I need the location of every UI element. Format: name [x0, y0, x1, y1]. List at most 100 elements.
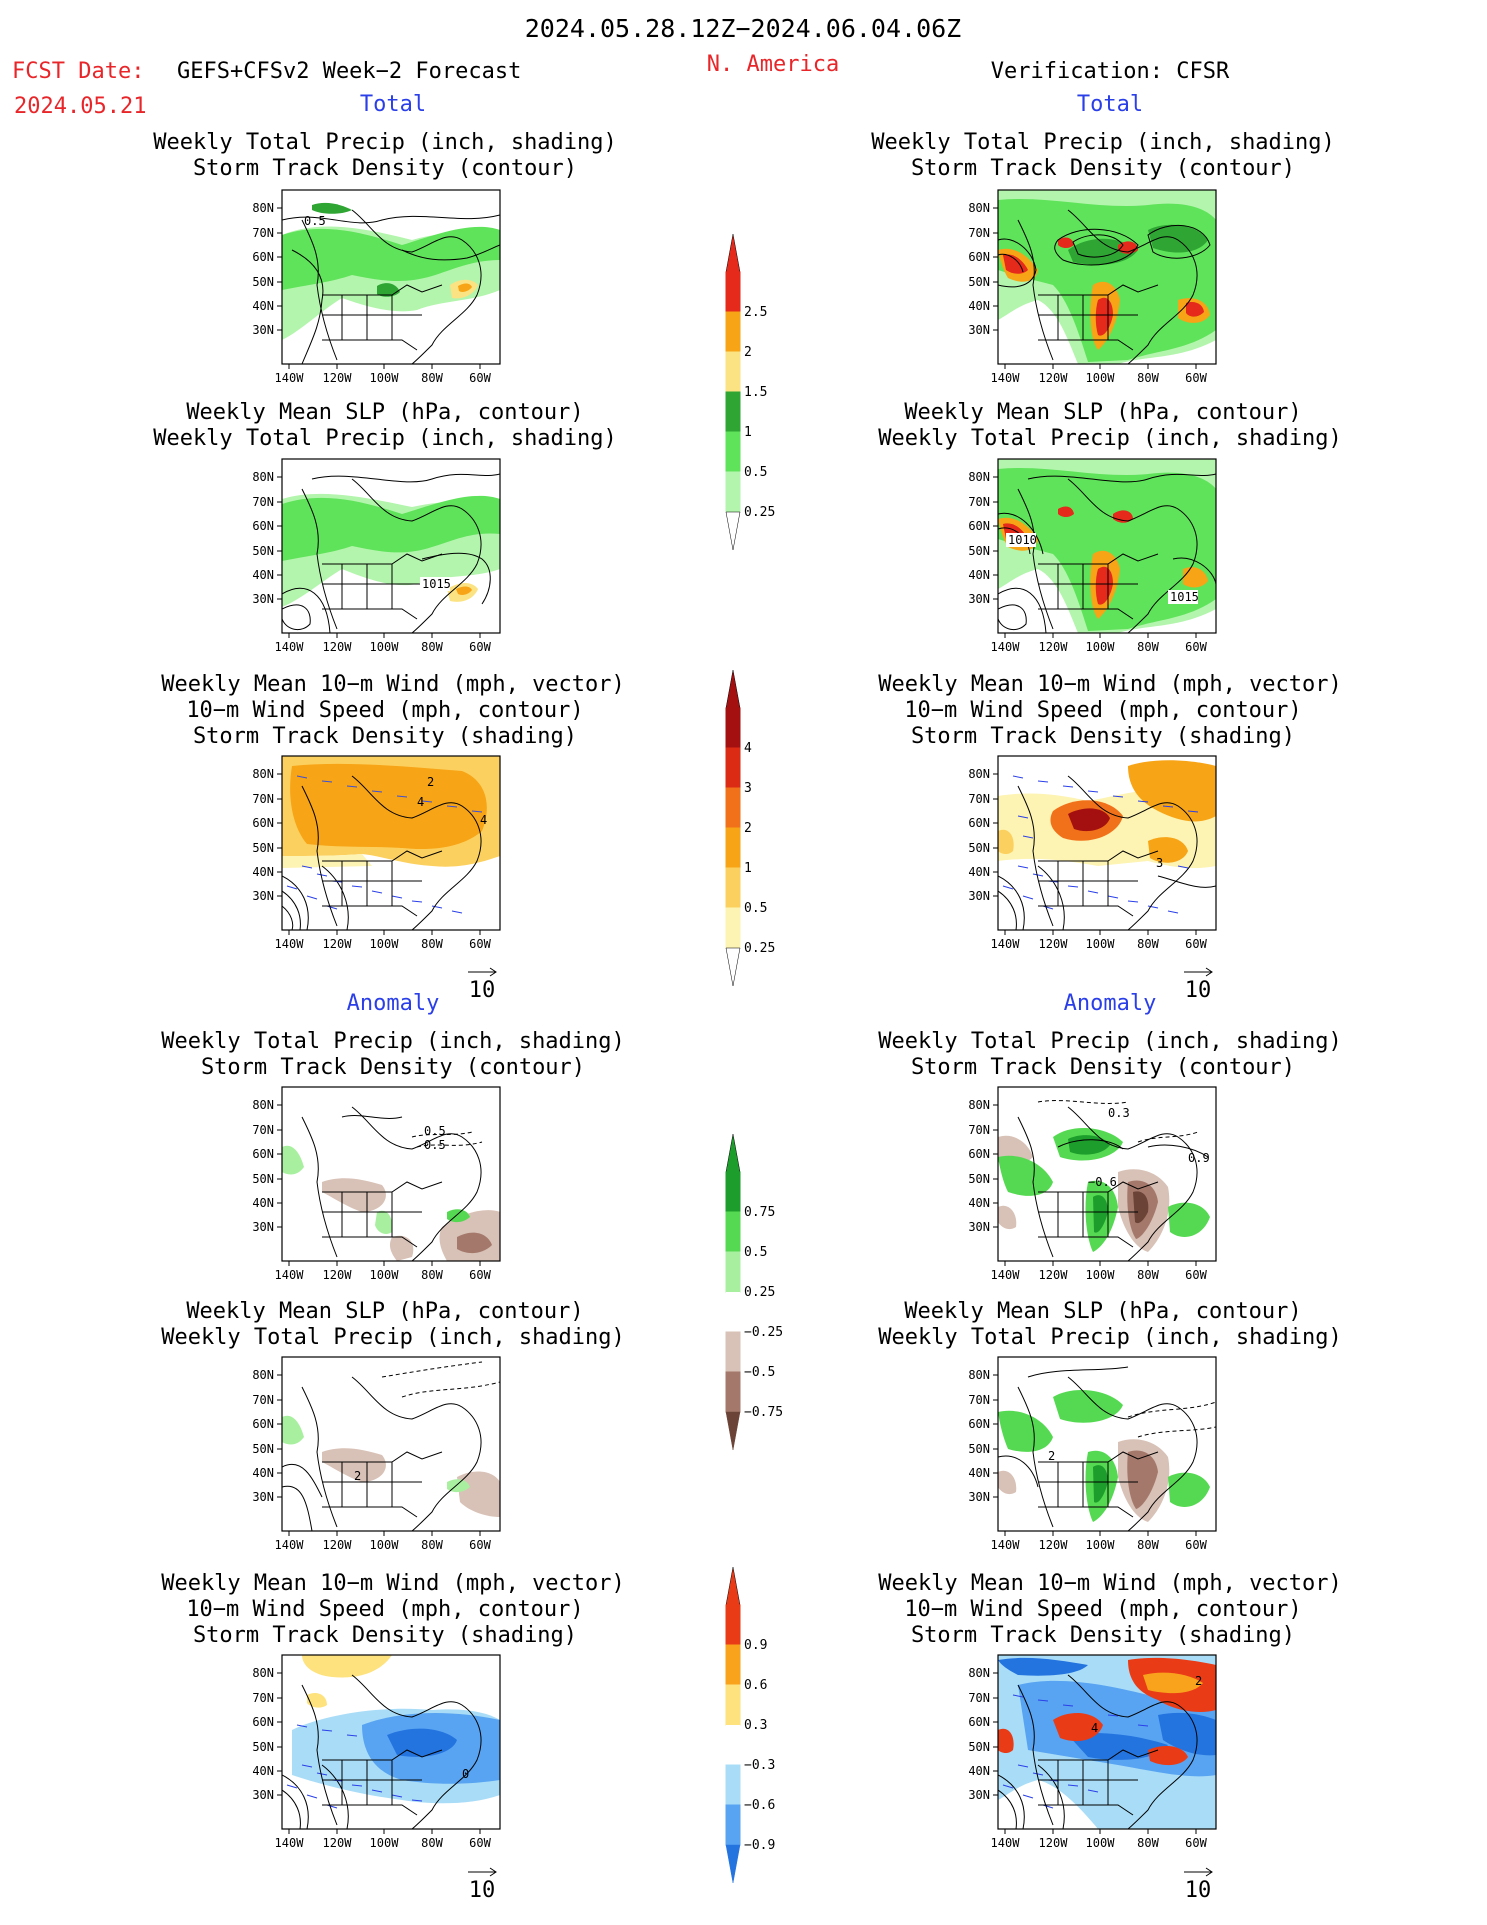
lon-tick-label: 120W [1039, 1836, 1069, 1850]
lat-tick-label: 60N [252, 1147, 274, 1161]
precip-shading-medium [282, 226, 500, 290]
contour-label: 3 [1156, 856, 1163, 870]
fcst-date-label: FCST Date: [12, 59, 144, 84]
lon-tick-label: 120W [323, 1538, 353, 1552]
colorbar-label: 0.5 [744, 901, 767, 916]
colorbar-label: 0.25 [744, 505, 775, 520]
contour-label: 1015 [422, 577, 451, 591]
map-frame: 80N 70N 60N 50N 40N 30N 140W 120W 100W 80W 60W [252, 189, 501, 385]
lon-tick-label: 120W [323, 640, 353, 654]
anom-contour [1127, 1401, 1216, 1438]
lat-tick-label: 60N [968, 816, 990, 830]
borders [322, 1181, 443, 1248]
lon-tick-label: 80W [1137, 937, 1159, 951]
lat-tick-label: 50N [968, 275, 990, 289]
precip-shading-heavy [1183, 567, 1208, 588]
lat-tick-label: 40N [252, 299, 274, 313]
lon-tick-label: 60W [1185, 1836, 1207, 1850]
panel-title-line: Weekly Mean SLP (hPa, contour) [904, 400, 1301, 425]
contour [291, 249, 324, 364]
lon-tick-label: 60W [469, 1538, 491, 1552]
lat-tick-label: 30N [252, 1490, 274, 1504]
map-frame: 80N 70N 60N 50N 40N 30N 140W 120W 100W 80W 60W [252, 458, 501, 654]
colorbar-label: −0.25 [744, 1325, 783, 1340]
contour-label: 0.5 [424, 1124, 446, 1138]
colorbar-box [725, 311, 741, 353]
panel-title-line: Weekly Total Precip (inch, shading) [161, 1325, 625, 1350]
map-frame: 80N 70N 60N 50N 40N 30N 140W 120W 100W 80W 60W [252, 1086, 501, 1282]
lat-tick-label: 60N [252, 1715, 274, 1729]
panel-title-line: Weekly Mean SLP (hPa, contour) [186, 400, 583, 425]
precip-shading-heavy [1095, 566, 1113, 605]
lat-tick-label: 50N [968, 1172, 990, 1186]
panel-title-line: 10−m Wind Speed (mph, contour) [186, 698, 583, 723]
contour-label: 4 [417, 795, 424, 809]
lon-tick-label: 60W [469, 640, 491, 654]
anom-contour [1057, 1139, 1209, 1158]
lat-tick-label: 40N [252, 1764, 274, 1778]
storm-track-contour [1072, 234, 1124, 258]
vector-reference-arrow [1184, 1867, 1213, 1877]
frame-border [281, 1654, 501, 1830]
lat-tick-label: 80N [968, 201, 990, 215]
contour-label: 0.5 [424, 1138, 446, 1152]
vector-reference-label: 10 [469, 978, 496, 1003]
lon-tick-label: 80W [421, 937, 443, 951]
lon-tick-label: 140W [991, 640, 1021, 654]
storm-track-contour [1147, 224, 1211, 259]
vector-reference-label: 10 [1185, 1878, 1212, 1903]
coastline [1017, 478, 1198, 633]
anom-shading-brown [322, 1178, 386, 1212]
colorbar-box [725, 1684, 741, 1726]
coastline [1017, 775, 1198, 930]
frame-border [997, 1086, 1217, 1262]
lat-tick-label: 80N [252, 201, 274, 215]
storm-track-contour [998, 238, 1037, 288]
borders [322, 1749, 443, 1816]
lat-tick-label: 30N [968, 323, 990, 337]
lon-tick-label: 60W [1185, 1268, 1207, 1282]
colorbar-box [726, 1725, 740, 1765]
std-shading-medium [290, 763, 487, 850]
lat-tick-label: 40N [968, 1466, 990, 1480]
colorbar-box [725, 1604, 741, 1646]
lat-tick-label: 60N [968, 1417, 990, 1431]
slp-contour [282, 604, 311, 631]
borders [1038, 1451, 1159, 1518]
lat-tick-label: 30N [968, 1220, 990, 1234]
region-title: N. America [707, 52, 839, 77]
vector-reference-label: 10 [469, 1878, 496, 1903]
map-frame: 80N 70N 60N 50N 40N 30N 140W 120W 100W 80W 60W [252, 755, 501, 951]
lat-tick-label: 70N [968, 226, 990, 240]
fc-total-slp-panel: Weekly Mean SLP (hPa, contour) Weekly To… [153, 400, 617, 633]
colorbar-label: 1 [744, 861, 752, 876]
vector-reference-arrow [468, 967, 497, 977]
verification-title: Verification: CFSR [991, 59, 1230, 84]
lat-tick-label: 40N [252, 865, 274, 879]
lat-tick-label: 80N [252, 1368, 274, 1382]
lat-tick-label: 50N [252, 544, 274, 558]
anom-shading-brown [322, 1448, 386, 1482]
coastline [301, 775, 482, 930]
frame-border [281, 1356, 501, 1532]
lat-tick-label: 50N [252, 1172, 274, 1186]
panel-title-line: Weekly Total Precip (inch, shading) [153, 426, 617, 451]
lat-tick-label: 30N [252, 889, 274, 903]
slp-contour [998, 604, 1027, 631]
colorbar-label: −0.6 [744, 1798, 775, 1813]
colorbar-label: 2 [744, 821, 752, 836]
anom-shading-brown [457, 1471, 500, 1517]
anom-std-orange [1143, 1672, 1203, 1694]
anom-shading-green [998, 1127, 1210, 1252]
lat-tick-label: 80N [252, 470, 274, 484]
lon-tick-label: 140W [275, 640, 305, 654]
map-frame: 80N 70N 60N 50N 40N 30N 140W 120W 100W 80W 60W [968, 458, 1217, 654]
anom-contour [381, 1361, 500, 1398]
slp-contour [311, 473, 500, 483]
contour-label: 4 [480, 813, 487, 827]
colorbar-label: −0.3 [744, 1758, 775, 1773]
precip-shading-heavy [1058, 506, 1133, 523]
lon-tick-label: 80W [421, 1538, 443, 1552]
panel-title-line: 10−m Wind Speed (mph, contour) [904, 1597, 1301, 1622]
lon-tick-label: 120W [323, 1268, 353, 1282]
